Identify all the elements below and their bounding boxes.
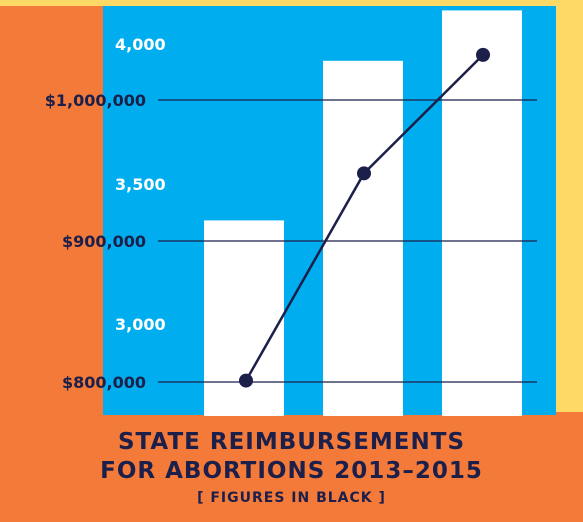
chart-title-line-1: STATE REIMBURSEMENTS [117,429,466,455]
bar-axis-tick-label: 3,500 [115,175,166,194]
bar-axis-tick-label: 3,000 [115,315,166,334]
line-point-2 [476,47,490,62]
bars [204,10,522,417]
chart-title-line-2: FOR ABORTIONS 2013–2015 [100,458,483,484]
line-point-0 [239,373,253,388]
bar-axis-tick-label: 4,000 [115,35,166,54]
line-points [239,47,490,388]
bar-axis-tick-labels: 3,000 3,500 4,000 [115,35,166,334]
bar-2 [442,10,522,417]
gridlines [158,99,537,383]
line-axis-tick-label: $800,000 [62,373,146,392]
line-axis-tick-labels: $800,000 $900,000 $1,000,000 [45,91,146,392]
line-axis-tick-label: $1,000,000 [45,91,146,110]
accent-column [556,0,583,412]
line-axis-tick-label: $900,000 [62,232,146,251]
line-point-1 [357,166,371,181]
bar-1 [323,60,403,417]
accent-strip [0,0,583,6]
chart-subtitle: [ FIGURES IN BLACK ] [197,490,386,506]
